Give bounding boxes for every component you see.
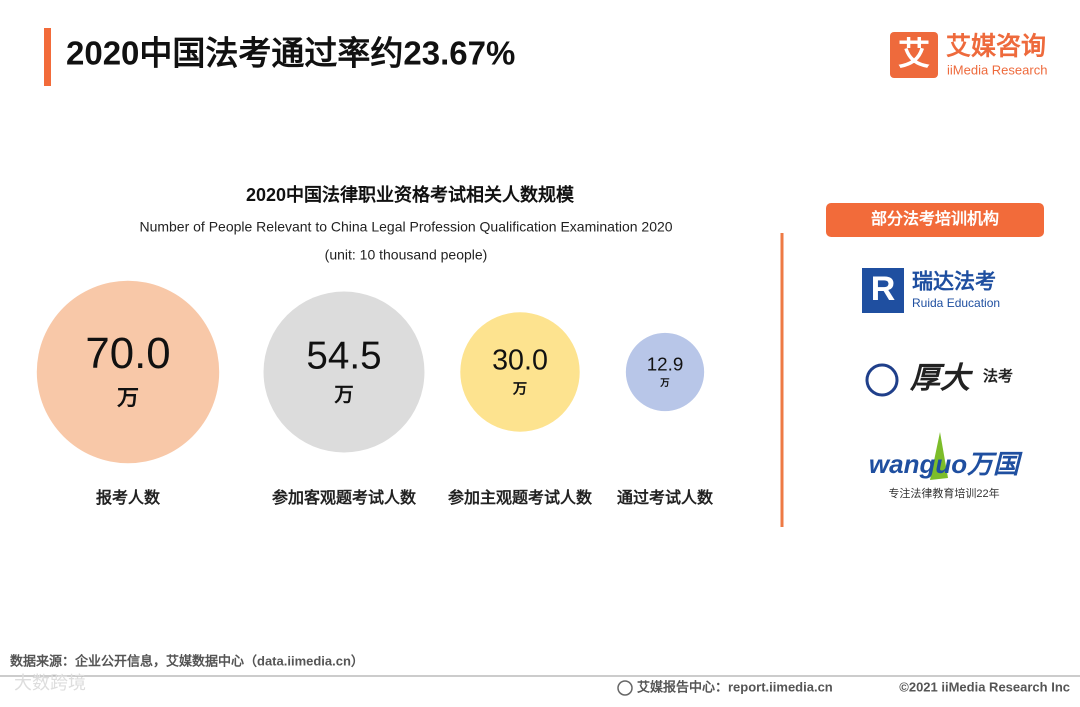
houda-icon (865, 363, 899, 397)
institution-sub: 专注法律教育培训22年 (888, 486, 999, 500)
category-label: 参加客观题考试人数 (272, 488, 417, 507)
institution-name: wanguo万国 (869, 449, 1023, 479)
unit-label: 万 (512, 381, 527, 398)
bubble (460, 312, 580, 432)
wanguo-leaf (930, 432, 948, 480)
value-label: 12.9 (647, 353, 684, 374)
institution-sub: Ruida Education (912, 296, 1000, 310)
unit-label: 万 (117, 385, 139, 410)
footer-copyright: ©2021 iiMedia Research Inc (899, 679, 1070, 694)
bubble (625, 332, 705, 412)
footer-center: 艾媒报告中心：report.iimedia.cn (637, 679, 833, 694)
chart-subtitle: Number of People Relevant to China Legal… (139, 219, 672, 235)
ruida-icon (862, 268, 904, 313)
sidebar-title: 部分法考培训机构 (871, 209, 999, 228)
ruida-icon-letter: R (871, 270, 896, 308)
value-label: 70.0 (85, 329, 170, 378)
institution-name: 瑞达法考 (912, 270, 996, 294)
logo-icon: 艾 (898, 35, 930, 71)
logo-cn: 艾媒咨询 (946, 32, 1046, 61)
title-accent (44, 28, 51, 86)
category-label: 通过考试人数 (617, 488, 714, 507)
chart-title: 2020中国法律职业资格考试相关人数规模 (246, 184, 575, 205)
logo-icon-bg (890, 32, 938, 78)
value-label: 30.0 (492, 345, 548, 377)
source: 数据来源：企业公开信息，艾媒数据中心（data.iimedia.cn） (10, 653, 364, 668)
footer-icon (617, 680, 633, 696)
unit-label: 万 (333, 385, 353, 406)
page-title: 2020中国法考通过率约23.67% (66, 35, 515, 72)
institution-sub: 法考 (983, 367, 1013, 385)
bubble (263, 291, 425, 453)
bubble (36, 280, 220, 464)
category-label: 参加主观题考试人数 (448, 488, 593, 507)
logo-en: iiMedia Research (947, 62, 1047, 77)
unit-note: (unit: 10 thousand people) (325, 247, 488, 263)
watermark: 大数跨境 (14, 673, 86, 693)
value-label: 54.5 (306, 335, 381, 378)
unit-label: 万 (659, 377, 669, 388)
category-label: 报考人数 (96, 488, 161, 507)
institution-name: 厚大 (909, 362, 974, 395)
sidebar-title-bg (826, 203, 1044, 237)
